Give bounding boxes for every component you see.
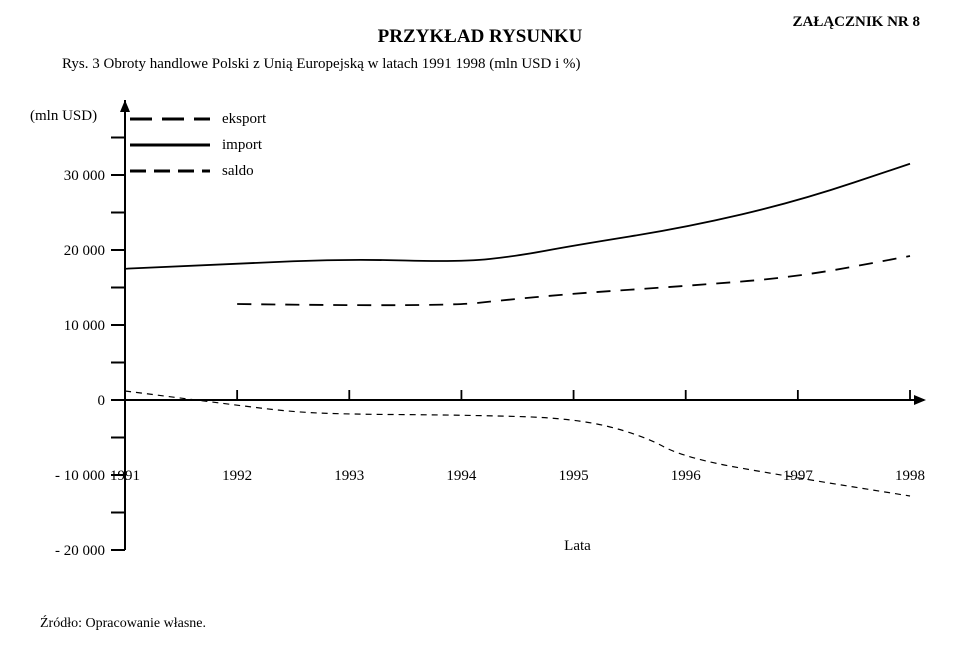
svg-text:30 000: 30 000 xyxy=(64,168,105,184)
svg-text:- 20 000: - 20 000 xyxy=(55,543,105,559)
svg-text:10 000: 10 000 xyxy=(64,318,105,334)
svg-text:1991: 1991 xyxy=(110,468,140,484)
svg-text:1993: 1993 xyxy=(334,468,364,484)
page: ZAŁĄCZNIK NR 8 PRZYKŁAD RYSUNKU Rys. 3 O… xyxy=(0,0,960,648)
svg-text:20 000: 20 000 xyxy=(64,243,105,259)
svg-text:Lata: Lata xyxy=(564,538,591,554)
chart-title: PRZYKŁAD RYSUNKU xyxy=(0,26,960,48)
series-eksport xyxy=(237,256,910,305)
series-import xyxy=(125,164,910,269)
svg-text:1996: 1996 xyxy=(671,468,702,484)
svg-text:0: 0 xyxy=(98,393,106,409)
svg-text:1995: 1995 xyxy=(559,468,589,484)
chart-svg: - 20 000 - 10 000 0 10 000 20 000 30 000 1991 1… xyxy=(30,90,930,585)
svg-text:- 10 000: - 10 000 xyxy=(55,468,105,484)
svg-text:1994: 1994 xyxy=(446,468,477,484)
svg-text:1992: 1992 xyxy=(222,468,252,484)
chart: - 20 000 - 10 000 0 10 000 20 000 30 000 1991 1… xyxy=(30,90,930,585)
chart-subtitle: Rys. 3 Obroty handlowe Polski z Unią Eur… xyxy=(62,56,581,73)
svg-text:1998: 1998 xyxy=(895,468,925,484)
source-text: Źródło: Opracowanie własne. xyxy=(40,616,206,632)
